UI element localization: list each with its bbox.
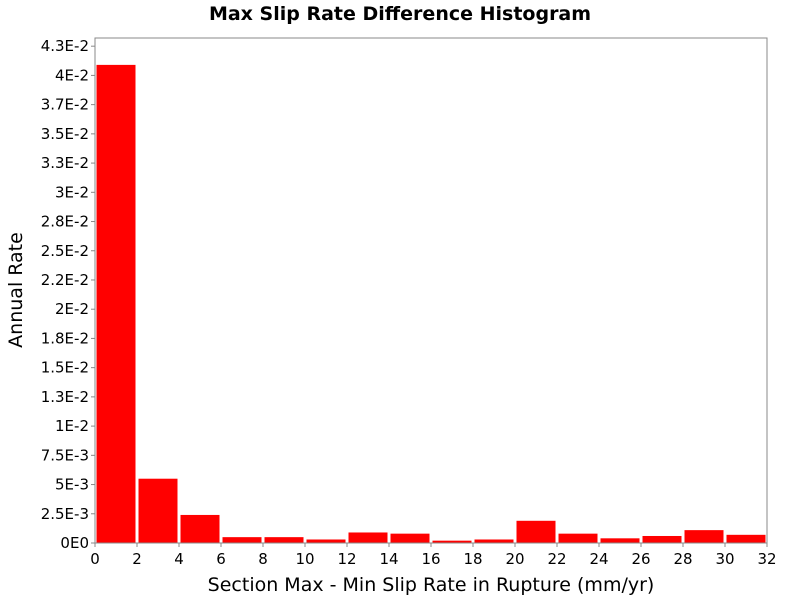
y-tick-label: 4.3E-2 [41,37,89,55]
x-tick-label: 32 [757,550,776,568]
x-tick-label: 24 [589,550,608,568]
histogram-bar [600,538,640,543]
y-tick-label: 0E0 [60,534,89,552]
y-tick-label: 5E-3 [55,476,89,494]
y-tick-label: 3.5E-2 [41,125,89,143]
histogram-bar [138,478,178,543]
histogram-bar [684,530,724,543]
y-tick-label: 1.3E-2 [41,388,89,406]
y-tick-label: 1E-2 [55,417,89,435]
histogram-bar [222,537,262,543]
histogram-bar [264,537,304,543]
x-tick-label: 26 [631,550,650,568]
x-tick-label: 2 [132,550,142,568]
y-tick-label: 3.3E-2 [41,154,89,172]
y-tick-label: 1.8E-2 [41,329,89,347]
histogram-bar [474,539,514,543]
y-tick-label: 4E-2 [55,66,89,84]
x-tick-label: 14 [379,550,398,568]
x-tick-label: 6 [216,550,226,568]
y-axis-label: Annual Rate [5,232,27,348]
histogram-bar [516,520,556,543]
x-tick-label: 22 [547,550,566,568]
x-tick-label: 16 [421,550,440,568]
y-tick-label: 3E-2 [55,183,89,201]
x-tick-label: 10 [295,550,314,568]
histogram-bar [432,540,472,543]
y-tick-label: 1.5E-2 [41,359,89,377]
x-tick-label: 28 [673,550,692,568]
x-axis-label: Section Max - Min Slip Rate in Rupture (… [208,574,655,596]
histogram-bar [96,64,136,544]
histogram-bar [390,533,430,543]
y-tick-label: 2.5E-2 [41,242,89,260]
x-tick-label: 30 [715,550,734,568]
y-tick-label: 2.2E-2 [41,271,89,289]
y-tick-label: 2.5E-3 [41,505,89,523]
x-tick-label: 20 [505,550,524,568]
x-tick-label: 12 [337,550,356,568]
y-tick-label: 2.8E-2 [41,213,89,231]
histogram-bar [726,534,766,543]
histogram-bar [642,535,682,543]
x-tick-label: 8 [258,550,268,568]
x-axis: 0 2 4 6 8 10 12 14 16 18 20 22 24 26 28 30 32 [90,542,777,568]
x-tick-label: 0 [90,550,100,568]
y-tick-label: 2E-2 [55,300,89,318]
y-tick-label: 3.7E-2 [41,96,89,114]
plot-area [94,37,768,544]
bars [96,64,766,544]
y-axis: 0E0 2.5E-3 5E-3 7.5E-3 1E-2 1.3E-2 1.5E-2 1.8E-… [41,37,96,552]
x-tick-label: 4 [174,550,184,568]
chart-title: Max Slip Rate Difference Histogram [209,3,591,25]
x-tick-label: 18 [463,550,482,568]
y-tick-label: 7.5E-3 [41,446,89,464]
histogram-bar [558,533,598,543]
histogram-bar [180,514,220,543]
histogram-bar [306,539,346,543]
histogram-bar [348,532,388,543]
